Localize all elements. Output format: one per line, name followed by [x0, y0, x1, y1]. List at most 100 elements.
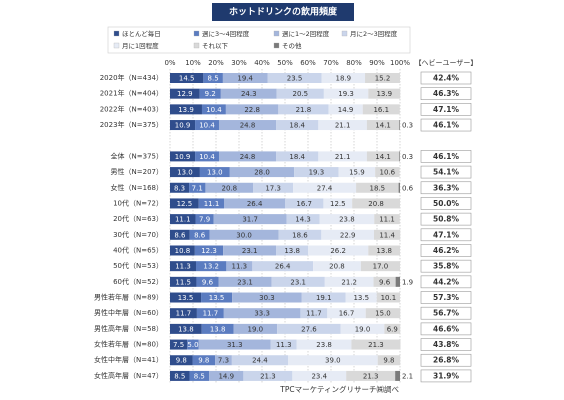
x-tick-label: 10% [185, 59, 201, 67]
bar-segment [213, 214, 287, 225]
data-label: 33.3 [254, 310, 270, 318]
data-label: 13.8 [210, 325, 226, 333]
data-label: 30.0 [236, 231, 252, 239]
bar-segment [189, 229, 210, 240]
bar-segment [301, 292, 346, 303]
data-label: 13.0 [207, 169, 223, 177]
data-label: 13.8 [178, 325, 194, 333]
data-label: 10.9 [175, 153, 191, 161]
heavy-box [420, 259, 472, 273]
bar-segment [170, 182, 190, 193]
data-label: 8.5 [208, 75, 219, 83]
bar-segment [170, 167, 200, 178]
bar-segment [201, 292, 233, 303]
heavy-box [420, 275, 472, 289]
category-label: 10代（N=72） [113, 198, 163, 207]
bar-segment [218, 120, 277, 131]
bar-segment [253, 182, 294, 193]
bar-segment [201, 104, 226, 115]
data-label: 20.8 [222, 184, 238, 192]
bar-segment [398, 182, 400, 193]
data-label: 10.6 [380, 169, 396, 177]
data-label: 21.3 [363, 372, 379, 380]
bar-segment [243, 370, 293, 381]
legend-label: 月に1回程度 [122, 41, 159, 50]
legend-label: ほとんど毎日 [122, 29, 161, 38]
bar-segment [233, 323, 278, 334]
data-label: 26.2 [330, 247, 346, 255]
bar-segment [360, 261, 400, 272]
bar-segment [170, 245, 195, 256]
data-label: 27.4 [317, 184, 333, 192]
data-label: 11.1 [379, 216, 395, 224]
x-tick-label: 50% [277, 59, 293, 67]
bar-segment [375, 167, 400, 178]
heavy-label: 26.8% [433, 356, 460, 365]
title-banner [212, 3, 354, 21]
x-tick-label: 80% [346, 59, 362, 67]
bar-segment [395, 370, 400, 381]
bar-segment [340, 323, 385, 334]
heavy-label: 50.8% [433, 215, 460, 224]
category-label: 20代（N=63） [113, 214, 163, 223]
data-label: 9.8 [383, 357, 394, 365]
bar-segment [170, 355, 193, 366]
category-label: 50代（N=53） [113, 261, 163, 270]
bar-segment [195, 214, 214, 225]
category-label: 2022年（N=403） [100, 104, 163, 113]
bar-segment [170, 88, 200, 99]
category-label: 2021年（N=404） [100, 89, 163, 98]
data-label: 11.7 [176, 310, 192, 318]
x-tick-label: 30% [231, 59, 247, 67]
data-label: 18.5 [370, 184, 386, 192]
bar-segment [374, 229, 401, 240]
data-label: 8.6 [194, 231, 206, 239]
bar-segment [318, 120, 367, 131]
heavy-label: 43.8% [433, 340, 460, 349]
data-label: 26.4 [247, 200, 263, 208]
category-label: 全体（N=375） [111, 151, 163, 160]
bar-segment [365, 308, 401, 319]
data-label: 22.8 [244, 106, 260, 114]
bar-segment [321, 73, 366, 83]
data-label: 12.9 [177, 90, 193, 98]
data-label: 7.1 [192, 184, 203, 192]
legend-label: それ以下 [202, 42, 229, 50]
data-label: 21.3 [368, 341, 384, 349]
data-label: 20.8 [368, 200, 384, 208]
bar-segment [195, 151, 219, 162]
bar-segment [170, 308, 197, 319]
bar-segment [318, 151, 367, 162]
bar-segment [346, 370, 396, 381]
bar-segment [196, 308, 224, 319]
bar-segment [278, 104, 329, 115]
data-label: 13.5 [353, 294, 369, 302]
data-label: 14.9 [338, 106, 354, 114]
heavy-box [420, 212, 472, 226]
data-label: 18.4 [289, 153, 305, 161]
legend-swatch [341, 30, 348, 37]
data-label: 27.6 [301, 325, 317, 333]
data-label: 23.8 [339, 216, 355, 224]
data-label: 24.4 [252, 357, 268, 365]
data-label: 14.1 [375, 153, 391, 161]
data-label: 19.0 [355, 325, 371, 333]
bar-segment [293, 182, 357, 193]
data-label: 0.6 [402, 184, 414, 192]
heavy-box [420, 244, 472, 257]
x-tick-label: 60% [300, 59, 316, 67]
bar-segment [276, 88, 324, 99]
data-label: 24.8 [240, 153, 256, 161]
heavy-label: 46.1% [433, 152, 460, 161]
heavy-box [420, 71, 472, 85]
data-label: 6.9 [387, 325, 398, 333]
data-label: 5.0 [187, 341, 198, 349]
bar-segment [276, 120, 319, 131]
data-label: 17.3 [265, 184, 281, 192]
data-label: 16.1 [373, 106, 389, 114]
data-label: 23.8 [316, 341, 332, 349]
data-label: 13.2 [203, 263, 219, 271]
heavy-box [420, 353, 472, 367]
heavy-box [420, 103, 472, 116]
